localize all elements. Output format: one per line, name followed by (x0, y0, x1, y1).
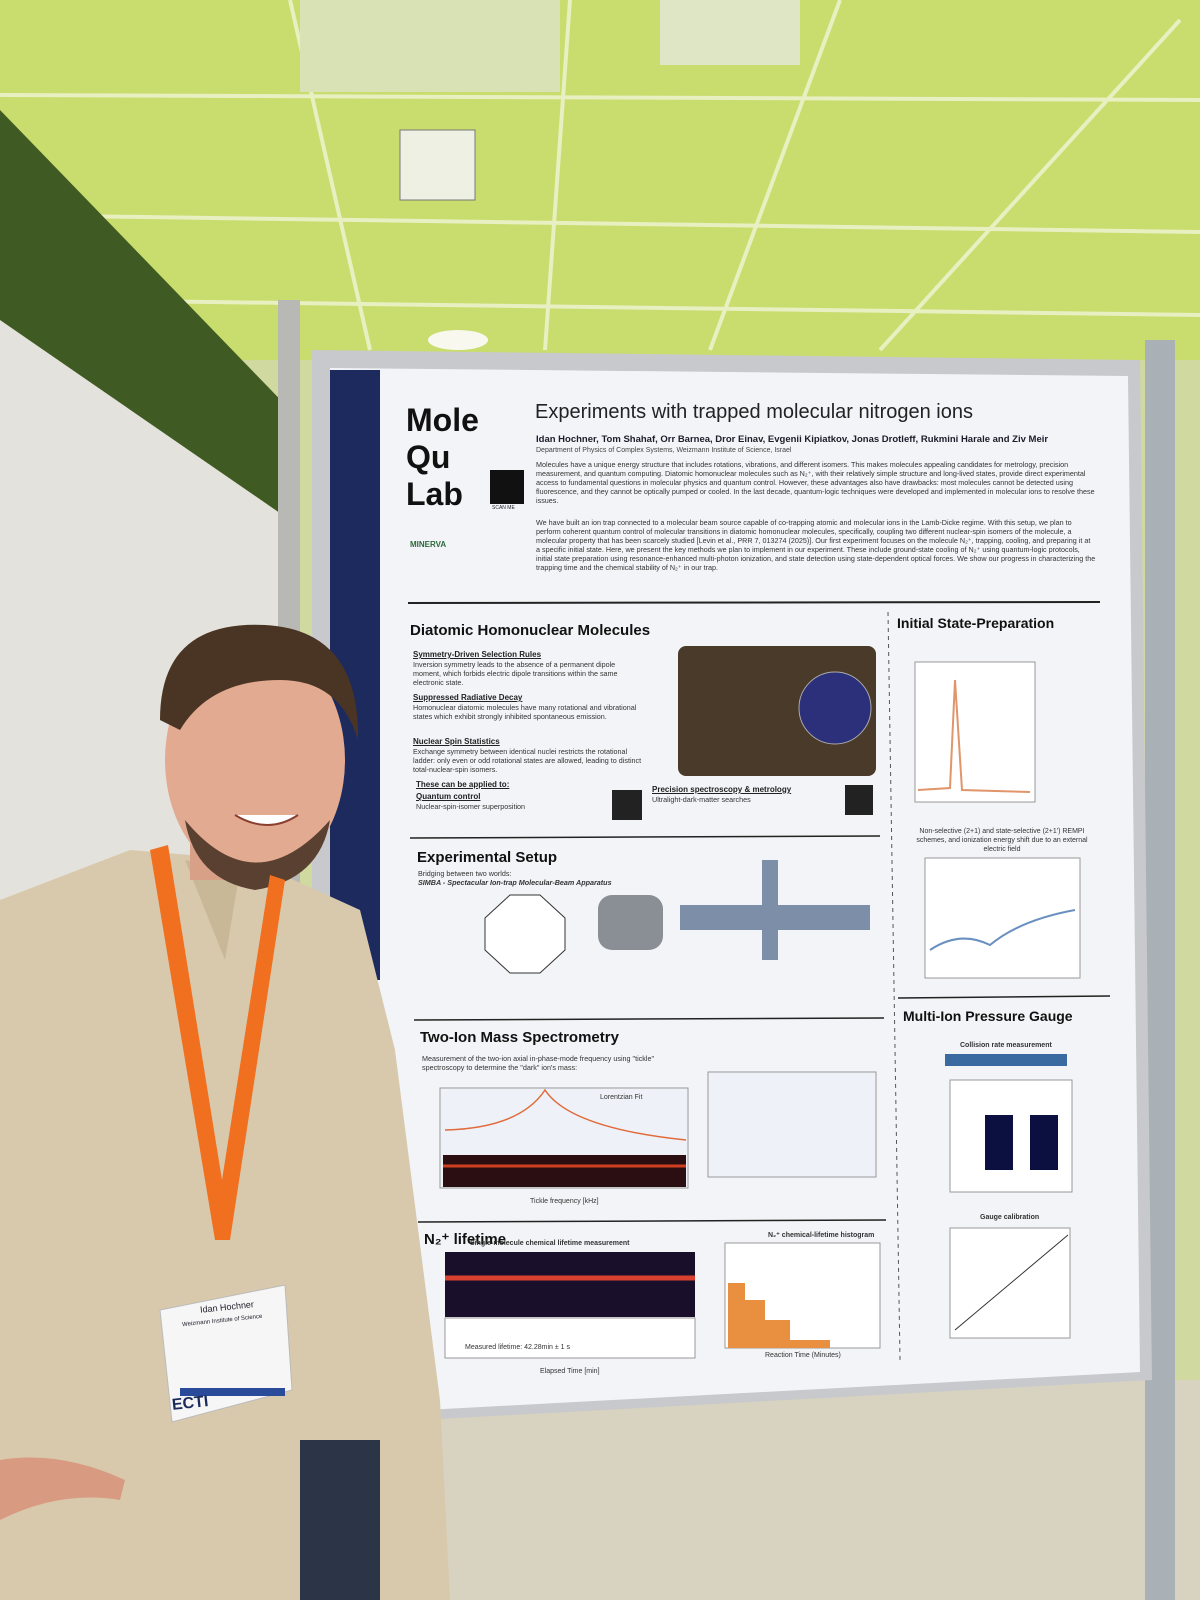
mass-text: Measurement of the two-ion axial in-phas… (422, 1054, 655, 1072)
plot-image (945, 1054, 1067, 1066)
subsection-text: Inversion symmetry leads to the absence … (413, 660, 618, 687)
lab-word: Mole (406, 402, 479, 438)
trap-diagram (484, 894, 566, 974)
plot-curve (444, 1088, 687, 1141)
plot (444, 1317, 696, 1359)
section-heading: Experimental Setup (417, 849, 558, 866)
use-title: Quantum control (416, 792, 481, 801)
divider (417, 1219, 887, 1223)
face (165, 640, 345, 880)
plot-title: Single-molecule chemical lifetime measur… (470, 1240, 630, 1247)
applied-label: These can be applied to: (416, 780, 510, 789)
qr-code (490, 470, 524, 504)
axis-label: Elapsed Time [min] (540, 1368, 600, 1375)
poster-title: Experiments with trapped molecular nitro… (535, 401, 973, 423)
plot-title: Gauge calibration (980, 1214, 1040, 1221)
hair (160, 624, 359, 740)
badge (159, 1284, 293, 1423)
subsection: Symmetry-Driven Selection Rules Inversio… (413, 650, 643, 687)
caption: Non-selective (2+1) and state-selective … (916, 828, 1088, 853)
spotlight (399, 129, 476, 201)
scan-label: SCAN ME (492, 505, 515, 511)
plot-title: Collision rate measurement (960, 1042, 1052, 1049)
plot-curve (917, 679, 1031, 793)
qr-code (612, 790, 642, 820)
plot (949, 1227, 1071, 1339)
subsection: Suppressed Radiative Decay Homonuclear d… (413, 693, 643, 721)
use-text: Nuclear-spin-isomer superposition (416, 802, 526, 811)
section-heading: Two-Ion Mass Spectrometry (420, 1029, 619, 1046)
plot-image (443, 1155, 686, 1187)
jeans (300, 1440, 380, 1600)
section-heading: Initial State-Preparation (897, 615, 1055, 631)
setup-text: Bridging between two worlds: (418, 869, 512, 878)
intro: We have built an ion trap connected to a… (536, 518, 1096, 572)
subsection-title: Nuclear Spin Statistics (413, 737, 500, 746)
axis-label: Reaction Time (Minutes) (765, 1352, 841, 1359)
divider (407, 601, 1101, 604)
subsection-text: Exchange symmetry between identical nucl… (413, 747, 642, 774)
subsection-title: Suppressed Radiative Decay (413, 693, 523, 702)
subsection-title: Symmetry-Driven Selection Rules (413, 650, 542, 659)
hand (0, 1457, 125, 1520)
axis-label: Tickle frequency [kHz] (530, 1198, 599, 1205)
use-title: Precision spectroscopy & metrology (652, 785, 792, 794)
apparatus (598, 895, 663, 950)
vent (300, 0, 560, 92)
collar (185, 860, 240, 960)
badge-conference: ECTI (171, 1393, 210, 1414)
use: Quantum control Nuclear-spin-isomer supe… (416, 792, 525, 811)
plot-image (985, 1115, 1013, 1170)
use: Precision spectroscopy & metrology Ultra… (652, 785, 791, 804)
divider (413, 1017, 885, 1021)
plot-title: N₂⁺ chemical-lifetime histogram (768, 1232, 875, 1239)
plot-image (445, 1252, 695, 1317)
photo-inset (798, 671, 872, 745)
lab-logo: Mole Qu Lab (406, 402, 479, 512)
ceiling-light (428, 330, 488, 350)
divider (897, 995, 1111, 999)
badge-stripe (180, 1388, 285, 1396)
plot (707, 1071, 877, 1178)
plot (914, 661, 1036, 803)
section-heading: N₂⁺ lifetime (424, 1231, 507, 1248)
divider (409, 835, 881, 839)
subsection-text: Homonuclear diatomic molecules have many… (413, 703, 637, 721)
legend-label: Lorentzian Fit (600, 1094, 643, 1101)
poster-number: 36 (340, 402, 381, 443)
plot-curve (954, 1234, 1069, 1331)
authors: Idan Hochner, Tom Shahaf, Orr Barnea, Dr… (536, 434, 1049, 445)
setup-text: SIMBA - Spectacular Ion-trap Molecular-B… (418, 878, 612, 887)
plot-legend: Measured lifetime: 42.28min ± 1 s (465, 1344, 570, 1351)
smile (234, 814, 299, 826)
section-heading: Multi-Ion Pressure Gauge (903, 1008, 1073, 1024)
qr-code (845, 785, 873, 815)
plot-image (1030, 1115, 1058, 1170)
subsection: Nuclear Spin Statistics Exchange symmetr… (413, 737, 643, 774)
vent (660, 0, 800, 65)
lab-word: Lab (406, 475, 463, 512)
beard (185, 820, 330, 890)
affiliation: Department of Physics of Complex Systems… (536, 447, 792, 454)
lanyard (150, 845, 285, 1240)
lab-word: Qu (406, 438, 451, 475)
use-text: Ultralight-dark-matter searches (652, 795, 751, 804)
sponsor: MINERVA (410, 540, 447, 549)
plot (924, 857, 1081, 979)
plot-curve (929, 909, 1076, 951)
intro: Molecules have a unique energy structure… (536, 460, 1095, 505)
section-heading: Diatomic Homonuclear Molecules (410, 622, 651, 639)
apparatus (762, 860, 778, 960)
histogram (728, 1283, 830, 1348)
stand-pole (1145, 340, 1175, 1600)
